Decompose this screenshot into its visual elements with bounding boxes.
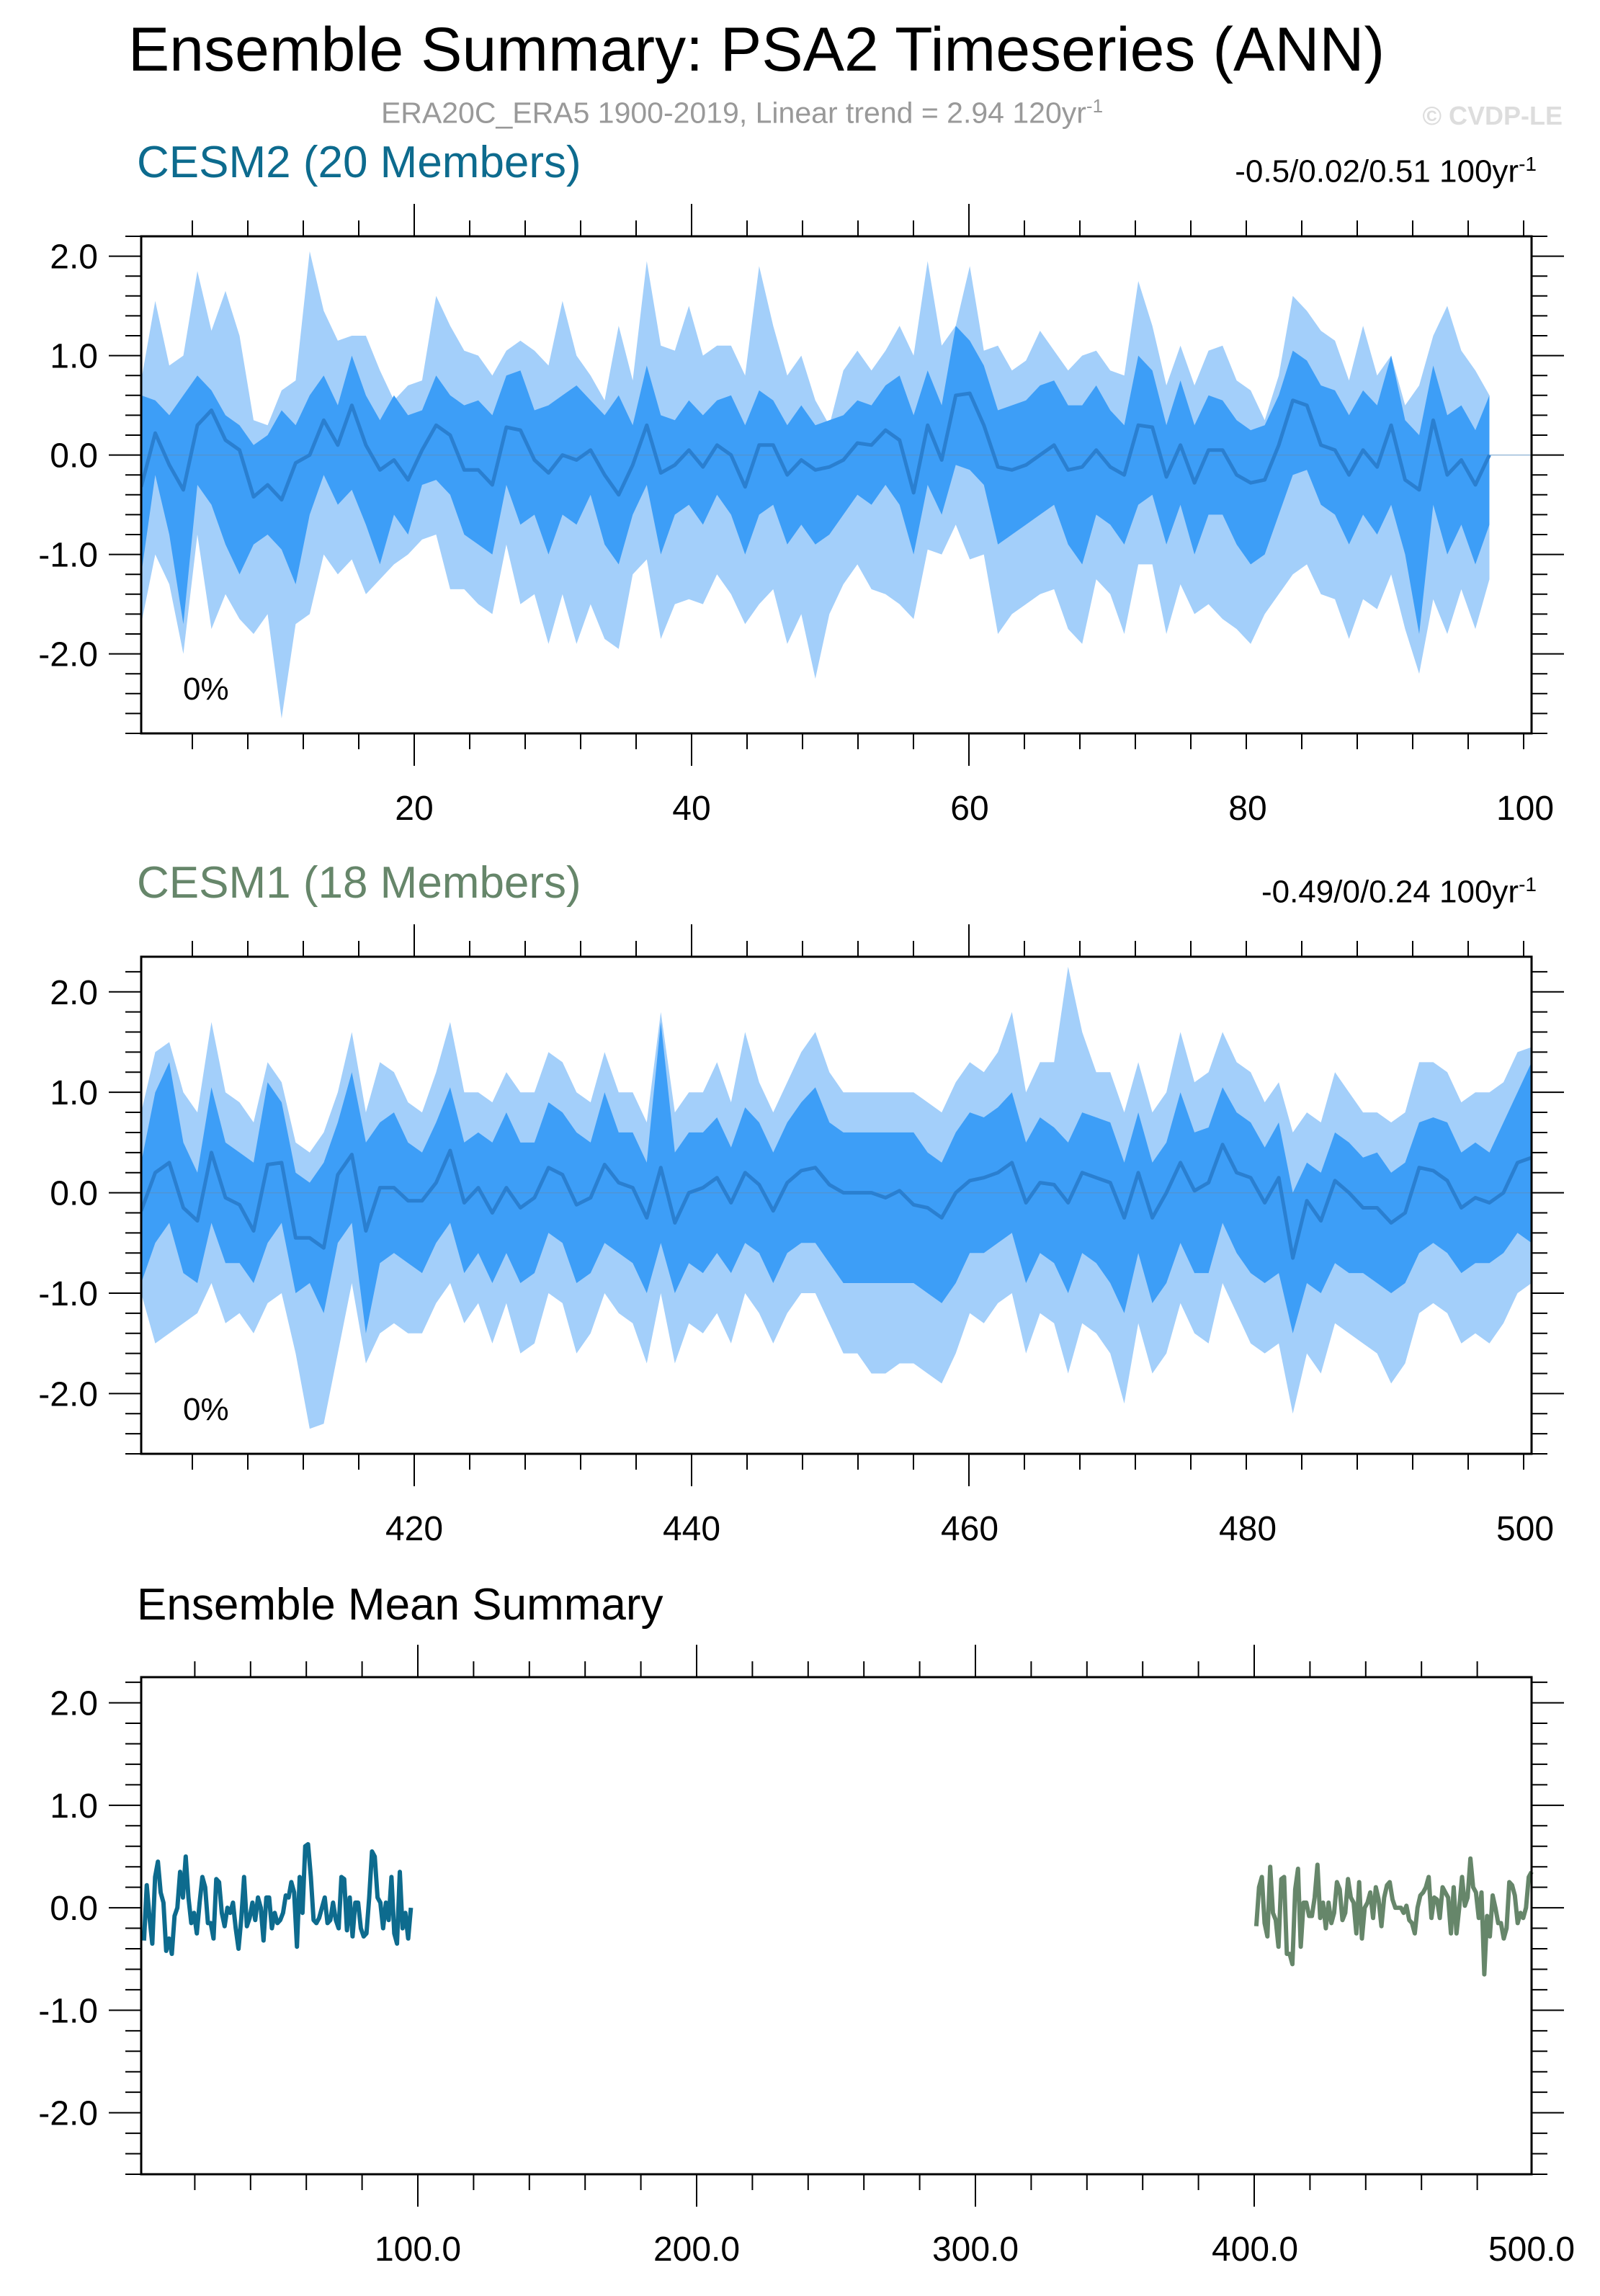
y-tick-label: 2.0 [50, 1685, 98, 1723]
x-tick-label: 500.0 [1488, 2230, 1575, 2269]
y-tick-label: -2.0 [38, 636, 98, 674]
subtitle-text: ERA20C_ERA5 1900-2019, Linear trend = 2.… [380, 96, 1086, 130]
inner-spread-band [141, 326, 1490, 634]
trend-text: -0.5/0.02/0.51 100yr [1235, 153, 1519, 189]
copyright-label: © CVDP-LE [1422, 101, 1563, 130]
x-tick-label: 60 [950, 790, 988, 828]
ensemble-mean-line [141, 1143, 1532, 1260]
page-title: Ensemble Summary: PSA2 Timeseries (ANN) [128, 15, 1385, 84]
y-tick-label: -2.0 [38, 1375, 98, 1413]
trend-label-cesm1: -0.49/0/0.24 100yr-1 [1261, 873, 1537, 911]
trend-superscript: -1 [1519, 153, 1537, 175]
cesm1-mean-line [1253, 1856, 1534, 1977]
y-tick-label: -1.0 [38, 1275, 98, 1313]
x-tick-label: 100.0 [375, 2230, 461, 2269]
y-tick-label: -2.0 [38, 2095, 98, 2133]
panel-title-ensemble-mean: Ensemble Mean Summary [137, 1580, 663, 1630]
inner-spread-band [141, 1022, 1532, 1334]
chart-panel-ensemble-mean: 2.0 1.0 0.0 -1.0 -2.0 100.0 200.0 300.0 400.0 500… [38, 1645, 1575, 2269]
subtitle-superscript: -1 [1086, 95, 1104, 117]
y-tick-label: 2.0 [50, 974, 98, 1012]
trend-label-cesm2: -0.5/0.02/0.51 100yr-1 [1235, 153, 1537, 190]
chart-panel-cesm1: 2.0 1.0 0.0 -1.0 -2.0 420 440 460 480 500 [38, 924, 1564, 1548]
plot-frame [140, 955, 1533, 1455]
x-tick-label: 500 [1496, 1510, 1554, 1548]
y-tick-label: 2.0 [50, 238, 98, 277]
plot-area [141, 966, 1532, 1429]
y-tick-label: 1.0 [50, 1787, 98, 1826]
chart-panel-cesm2: 2.0 1.0 0.0 -1.0 -2.0 20 40 60 80 100 [38, 204, 1564, 828]
x-tick-label: 20 [395, 790, 433, 828]
x-tick-label: 200.0 [653, 2230, 740, 2269]
x-tick-label: 80 [1228, 790, 1266, 828]
ensemble-mean-line [141, 391, 1491, 502]
y-tick-label: 1.0 [50, 338, 98, 376]
x-tick-label: 480 [1219, 1510, 1277, 1548]
x-tick-label: 40 [672, 790, 710, 828]
panel-title-cesm2: CESM2 (20 Members) [137, 138, 581, 187]
y-tick-label: 0.0 [50, 1890, 98, 1928]
trend-text: -0.49/0/0.24 100yr [1261, 874, 1519, 910]
y-tick-label: 1.0 [50, 1074, 98, 1112]
x-tick-label: 460 [941, 1510, 998, 1548]
x-tick-label: 420 [385, 1510, 443, 1548]
x-tick-label: 100 [1496, 790, 1554, 828]
panel-title-cesm1: CESM1 (18 Members) [137, 858, 581, 908]
plot-frame [140, 1676, 1533, 2176]
percent-label-cesm2: 0% [183, 671, 229, 707]
y-tick-label: -1.0 [38, 1992, 98, 2030]
y-tick-label: -1.0 [38, 537, 98, 575]
x-tick-label: 300.0 [932, 2230, 1019, 2269]
plot-frame [140, 235, 1533, 735]
y-tick-label: 0.0 [50, 437, 98, 475]
x-tick-label: 400.0 [1212, 2230, 1298, 2269]
trend-superscript: -1 [1519, 873, 1537, 895]
subtitle: ERA20C_ERA5 1900-2019, Linear trend = 2.… [0, 95, 1484, 130]
percent-label-cesm1: 0% [183, 1392, 229, 1427]
cesm2-mean-line [141, 1841, 414, 1957]
plot-area [141, 251, 1532, 719]
x-tick-label: 440 [663, 1510, 720, 1548]
y-tick-label: 0.0 [50, 1175, 98, 1213]
